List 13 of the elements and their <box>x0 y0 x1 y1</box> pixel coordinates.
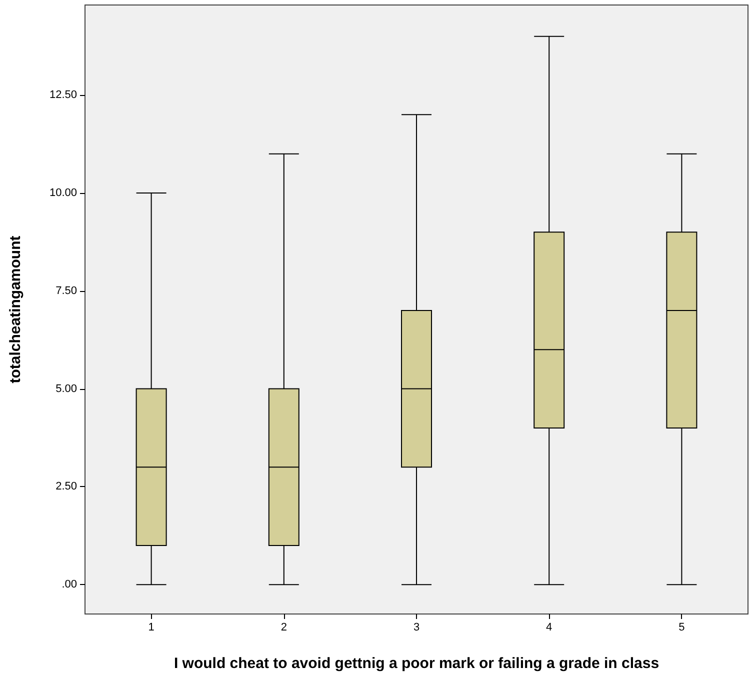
x-tick-label: 1 <box>148 622 154 634</box>
x-axis-title: I would cheat to avoid gettnig a poor mark or failing a grade in class <box>174 655 660 672</box>
y-tick-label: .00 <box>62 578 77 591</box>
x-tick-label: 4 <box>546 622 552 634</box>
x-tick-label: 5 <box>678 622 685 634</box>
y-axis-title: totalcheatingamount <box>7 236 24 384</box>
y-tick-label: 5.00 <box>56 382 77 395</box>
x-tick-label: 3 <box>413 622 420 634</box>
y-tick-label: 10.00 <box>49 186 77 199</box>
y-tick-label: 2.50 <box>56 480 77 493</box>
y-tick-label: 12.50 <box>49 89 77 102</box>
y-tick-label: 7.50 <box>56 284 77 297</box>
x-tick-label: 2 <box>280 622 287 634</box>
